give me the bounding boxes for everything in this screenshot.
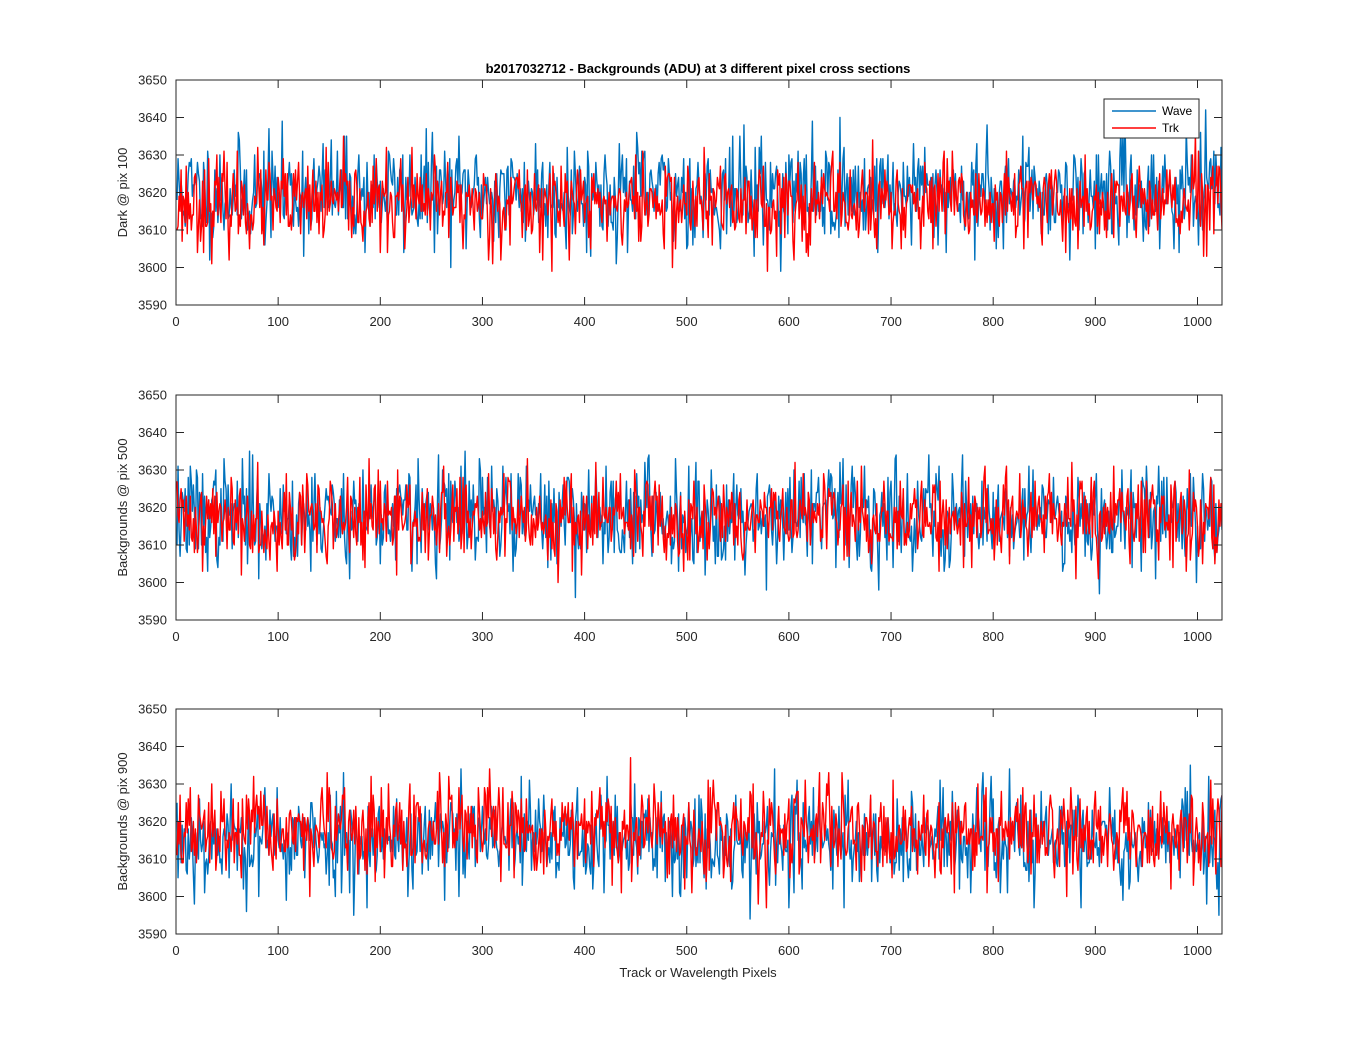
- x-tick-label: 800: [982, 943, 1004, 958]
- y-tick-label: 3640: [138, 739, 167, 754]
- y-tick-label: 3630: [138, 148, 167, 163]
- panel-3: 0 100 200 300 400 500 600 700 800 900 1000 3590 3600…: [115, 702, 1223, 958]
- panel-1: 0 100 200 300 400 500 600 700 800 900 1000 3590 3600…: [115, 73, 1223, 329]
- series-trk-line: [176, 131, 1222, 272]
- x-tick-label: 1000: [1183, 943, 1212, 958]
- x-tick-label: 700: [880, 629, 902, 644]
- x-tick-label: 400: [574, 314, 596, 329]
- x-tick-label: 200: [369, 314, 391, 329]
- y-tick-label: 3600: [138, 260, 167, 275]
- y-tick-label: 3650: [138, 388, 167, 403]
- y-tick-label: 3590: [138, 298, 167, 313]
- x-tick-label: 500: [676, 943, 698, 958]
- x-tick-label: 200: [369, 629, 391, 644]
- x-tick-label: 100: [267, 629, 289, 644]
- x-tick-label: 900: [1084, 314, 1106, 329]
- panel-2: 0 100 200 300 400 500 600 700 800 900 1000 3590 3600…: [115, 388, 1223, 644]
- y-tick-label: 3630: [138, 777, 167, 792]
- series-wave-line: [176, 450, 1222, 599]
- x-tick-label: 0: [172, 314, 179, 329]
- x-tick-label: 300: [472, 629, 494, 644]
- y-tick-label: 3600: [138, 889, 167, 904]
- y-tick-label: 3650: [138, 73, 167, 88]
- y-tick-label: 3620: [138, 500, 167, 515]
- x-axis-label: Track or Wavelength Pixels: [619, 965, 777, 980]
- x-tick-label: 700: [880, 314, 902, 329]
- legend-label-trk: Trk: [1162, 121, 1180, 135]
- x-tick-label: 100: [267, 943, 289, 958]
- y-tick-label: 3650: [138, 702, 167, 717]
- x-tick-label: 500: [676, 314, 698, 329]
- x-tick-label: 900: [1084, 943, 1106, 958]
- y-tick-label: 3630: [138, 463, 167, 478]
- x-tick-label: 600: [778, 943, 800, 958]
- x-tick-label: 700: [880, 943, 902, 958]
- series-trk-line: [176, 757, 1222, 909]
- y-tick-label: 3600: [138, 575, 167, 590]
- y-tick-label: 3620: [138, 814, 167, 829]
- y-tick-label: 3590: [138, 927, 167, 942]
- y-axis-label: Dark @ pix 100: [115, 148, 130, 238]
- x-tick-label: 900: [1084, 629, 1106, 644]
- y-axis-label: Backgrounds @ pix 500: [115, 438, 130, 576]
- y-tick-label: 3610: [138, 223, 167, 238]
- x-tick-label: 100: [267, 314, 289, 329]
- x-tick-label: 400: [574, 629, 596, 644]
- x-tick-label: 0: [172, 943, 179, 958]
- y-axis-label: Backgrounds @ pix 900: [115, 752, 130, 890]
- x-tick-label: 200: [369, 943, 391, 958]
- legend-box: [1103, 98, 1200, 139]
- series-trk-line: [176, 458, 1222, 584]
- x-tick-label: 1000: [1183, 629, 1212, 644]
- x-tick-label: 600: [778, 314, 800, 329]
- legend-label-wave: Wave: [1162, 104, 1193, 118]
- y-tick-label: 3610: [138, 852, 167, 867]
- y-tick-label: 3590: [138, 613, 167, 628]
- x-tick-label: 800: [982, 314, 1004, 329]
- x-tick-label: 300: [472, 314, 494, 329]
- chart-title: b2017032712 - Backgrounds (ADU) at 3 dif…: [486, 61, 911, 76]
- y-tick-label: 3620: [138, 185, 167, 200]
- y-tick-label: 3640: [138, 110, 167, 125]
- x-tick-label: 500: [676, 629, 698, 644]
- x-tick-label: 1000: [1183, 314, 1212, 329]
- y-tick-label: 3640: [138, 425, 167, 440]
- x-tick-label: 400: [574, 943, 596, 958]
- x-tick-label: 800: [982, 629, 1004, 644]
- x-tick-label: 300: [472, 943, 494, 958]
- x-tick-label: 0: [172, 629, 179, 644]
- panels-root: 0 100 200 300 400 500 600 700 800 900 100035903600…: [115, 73, 1223, 958]
- x-tick-label: 600: [778, 629, 800, 644]
- y-tick-label: 3610: [138, 538, 167, 553]
- legend: Wave Trk: [1103, 98, 1200, 139]
